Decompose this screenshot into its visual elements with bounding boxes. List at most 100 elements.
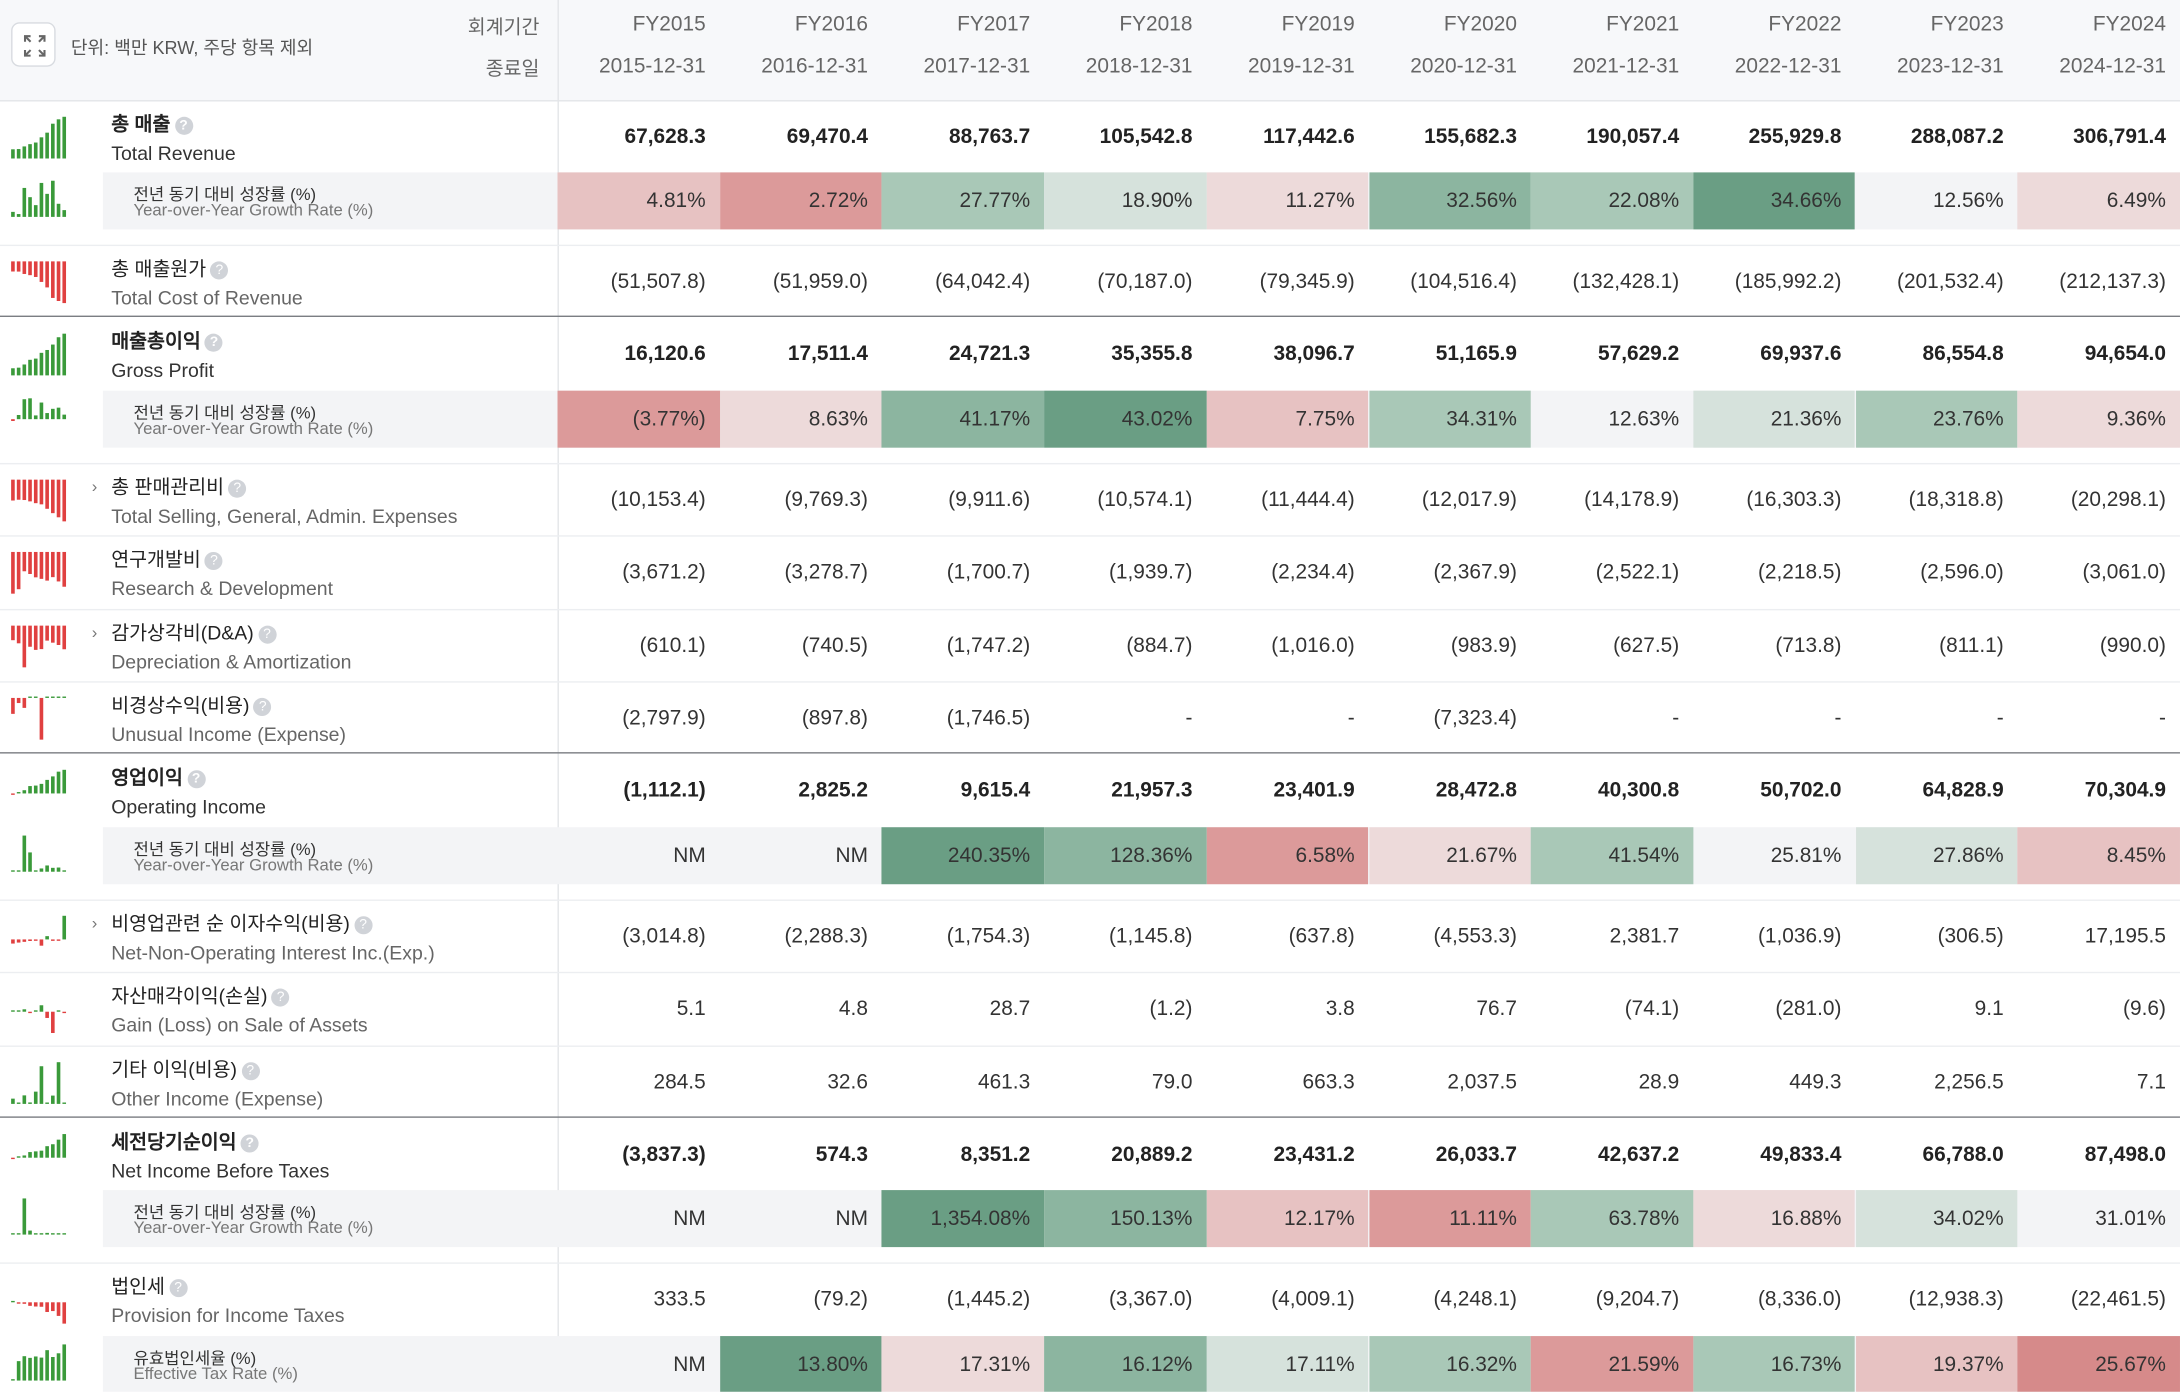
table-row[interactable]: 총 매출원가? Total Cost of Revenue (51,507.8) (5…	[0, 245, 2180, 318]
sparkline-bar	[51, 408, 55, 419]
value-cell: 38,096.7	[1273, 342, 1355, 367]
chevron-right-icon[interactable]: ›	[91, 622, 98, 642]
help-icon[interactable]: ?	[253, 697, 272, 717]
table-row[interactable]: › 총 판매관리비? Total Selling, General, Admin. …	[0, 463, 2180, 536]
value-cell: (185,992.2)	[1734, 269, 1842, 294]
fiscal-year: FY2024	[2092, 12, 2166, 37]
growth-cell: 31.01%	[2095, 1207, 2166, 1231]
growth-row[interactable]: 전년 동기 대비 성장률 (%) Year-over-Year Growth Ra…	[0, 390, 2180, 448]
value-cell: 4.8	[838, 997, 868, 1021]
chevron-right-icon[interactable]: ›	[91, 476, 98, 497]
growth-cell: 19.37%	[1855, 1335, 2018, 1392]
sparkline-bar	[56, 772, 61, 794]
help-icon[interactable]: ?	[240, 1134, 259, 1153]
value-cell: 574.3	[815, 1142, 868, 1167]
sparkline-bar	[33, 261, 38, 277]
sparkline-bar	[45, 479, 49, 509]
sparkline-bar	[16, 1302, 21, 1305]
value-cell: (1,036.9)	[1757, 924, 1842, 948]
sparkline-bar	[33, 1010, 38, 1012]
help-icon[interactable]: ?	[169, 1279, 188, 1298]
table-row[interactable]: 비경상수익(비용)? Unusual Income (Expense) (2,797…	[0, 681, 2180, 754]
help-icon[interactable]: ?	[228, 479, 247, 498]
value-cell: (64,042.4)	[935, 269, 1031, 294]
growth-row[interactable]: 전년 동기 대비 성장률 (%) Year-over-Year Growth Ra…	[0, 1190, 2180, 1248]
growth-row[interactable]: 유효법인세율 (%) Effective Tax Rate (%) NM 13.80%…	[0, 1335, 2180, 1392]
fiscal-year: FY2020	[1443, 12, 1517, 37]
help-icon[interactable]: ?	[204, 552, 224, 571]
help-icon[interactable]: ?	[174, 116, 193, 135]
unit-label: 단위: 백만 KRW, 주당 항목 제외	[70, 37, 314, 59]
row-label-ko-text: 자산매각이익(손실)	[111, 984, 268, 1007]
chevron-right-icon[interactable]: ›	[91, 913, 98, 933]
value-cell: (132,428.1)	[1572, 269, 1680, 294]
help-icon[interactable]: ?	[257, 625, 276, 644]
sparkline-bar	[45, 696, 49, 698]
value-cell: (8,336.0)	[1757, 1287, 1842, 1312]
sparkline-bar	[56, 625, 61, 645]
table-row[interactable]: › 감가상각비(D&A)? Depreciation & Amortization (…	[0, 608, 2180, 681]
value-cell: -	[1834, 706, 1842, 730]
sparkline-bar	[11, 1301, 15, 1303]
row-label: 자산매각이익(손실)? Gain (Loss) on Sale of Assets	[111, 982, 367, 1036]
sparkline	[8, 833, 69, 875]
sparkline-bar	[11, 1233, 15, 1236]
value-cell: (2,522.1)	[1595, 560, 1680, 585]
table-row[interactable]: 총 매출? Total Revenue 67,628.3 69,470.4 88,763…	[0, 100, 2180, 172]
value-cell: 288,087.2	[1910, 125, 2004, 149]
sparkline-bar	[28, 696, 32, 698]
help-icon[interactable]: ?	[271, 988, 290, 1007]
value-cell: (9.6)	[2123, 997, 2166, 1021]
sparkline-bar	[28, 852, 32, 872]
growth-cell: 43.02%	[1044, 390, 1207, 448]
sparkline-bar	[45, 412, 49, 419]
value-cell: (212,137.3)	[2059, 269, 2166, 294]
growth-cell: 13.80%	[719, 1335, 882, 1392]
table-row[interactable]: 세전당기순이익? Net Income Before Taxes (3,837.3)…	[0, 1118, 2180, 1191]
help-icon[interactable]: ?	[354, 915, 373, 934]
value-cell: 66,788.0	[1922, 1142, 2004, 1167]
sparkline-bar	[33, 1233, 38, 1236]
sparkline-bar	[62, 414, 67, 419]
value-cell: (3,278.7)	[784, 560, 868, 585]
help-icon[interactable]: ?	[241, 1061, 260, 1080]
growth-row[interactable]: 전년 동기 대비 성장률 (%) Year-over-Year Growth Ra…	[0, 826, 2180, 884]
value-cell: 35,355.8	[1111, 342, 1193, 367]
sparkline-bar	[39, 137, 44, 159]
growth-cell: 12.63%	[1608, 407, 1680, 431]
table-row[interactable]: 매출총이익? Gross Profit 16,120.6 17,511.4 24,721…	[0, 318, 2180, 391]
help-icon[interactable]: ?	[210, 261, 229, 280]
value-cell: 51,165.9	[1435, 342, 1517, 367]
expand-button[interactable]	[11, 22, 56, 67]
value-cell: 69,470.4	[786, 125, 868, 149]
sparkline	[8, 1341, 69, 1383]
sparkline-bar	[39, 402, 44, 419]
sparkline-bar	[22, 1155, 27, 1158]
table-row[interactable]: 기타 이익(비용)? Other Income (Expense) 284.5 32.…	[0, 1045, 2180, 1118]
table-row[interactable]: › 비영업관련 순 이자수익(비용)? Net-Non-Operating Inte…	[0, 899, 2180, 972]
growth-cell: 6.49%	[2017, 172, 2180, 230]
sparkline-bar	[62, 116, 67, 159]
value-cell: 88,763.7	[949, 125, 1031, 149]
help-icon[interactable]: ?	[204, 334, 224, 353]
sparkline-bar	[62, 1134, 67, 1158]
table-row[interactable]: 영업이익? Operating Income (1,112.1) 2,825.2 9,6…	[0, 754, 2180, 827]
value-cell: 49,833.4	[1760, 1142, 1842, 1167]
table-row[interactable]: 자산매각이익(손실)? Gain (Loss) on Sale of Assets…	[0, 972, 2180, 1045]
sparkline-bar	[28, 1011, 32, 1014]
help-icon[interactable]: ?	[187, 770, 206, 789]
sparkline-bar	[62, 1302, 67, 1327]
value-cell: (201,532.4)	[1896, 269, 2004, 294]
table-row[interactable]: 법인세? Provision for Income Taxes 333.5 (79.2…	[0, 1263, 2180, 1336]
table-row[interactable]: 연구개발비? Research & Development (3,671.2) (3,…	[0, 536, 2180, 609]
sparkline-bar	[45, 552, 49, 581]
sparkline-bar	[33, 359, 38, 376]
sparkline-bar	[28, 144, 32, 159]
growth-row[interactable]: 전년 동기 대비 성장률 (%) Year-over-Year Growth Ra…	[0, 172, 2180, 230]
fiscal-year: FY2017	[957, 12, 1031, 37]
growth-cell: 4.81%	[557, 172, 720, 230]
sparkline-bar	[39, 1302, 44, 1308]
sparkline-bar	[22, 1094, 27, 1104]
sparkline-bar	[45, 865, 49, 872]
sparkline-bar	[22, 1355, 27, 1381]
